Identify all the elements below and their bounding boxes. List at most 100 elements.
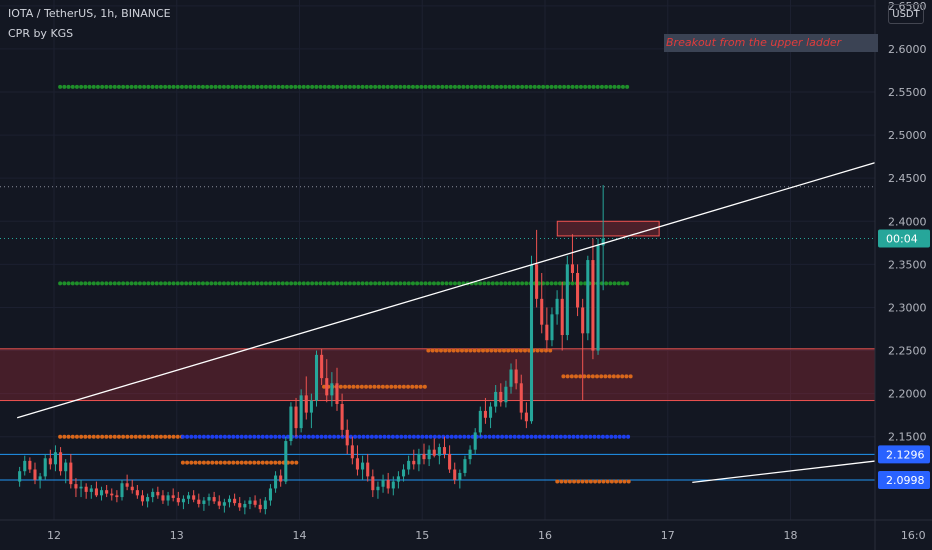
candle	[483, 397, 487, 424]
cpr-dot	[418, 384, 423, 389]
cpr-dot	[608, 281, 613, 286]
cpr-dot	[364, 84, 369, 89]
candle	[79, 479, 83, 498]
cpr-dot	[628, 374, 633, 379]
y-tick-label: 2.5500	[888, 86, 927, 99]
cpr-dot	[507, 84, 512, 89]
cpr-dot	[281, 434, 286, 439]
cpr-level-orange	[561, 374, 633, 379]
cpr-dot	[382, 434, 387, 439]
cpr-dot	[423, 84, 428, 89]
cpr-dot	[192, 84, 197, 89]
cpr-dot	[256, 460, 261, 465]
cpr-dot	[305, 281, 310, 286]
trendline	[16, 161, 875, 419]
cpr-dot	[280, 84, 285, 89]
candle-body	[274, 475, 278, 489]
cpr-dot	[583, 281, 588, 286]
cpr-dot	[597, 479, 602, 484]
candle-body	[110, 493, 114, 496]
cpr-dot	[601, 479, 606, 484]
cpr-dot	[150, 434, 155, 439]
candle-body	[202, 500, 206, 504]
candle-body	[366, 462, 370, 477]
cpr-dot	[167, 434, 172, 439]
candle-body	[427, 449, 431, 460]
cpr-dot	[79, 434, 84, 439]
cpr-dot	[146, 281, 151, 286]
y-tick-label: 2.3500	[888, 258, 927, 271]
cpr-dot	[567, 479, 572, 484]
cpr-dot	[428, 434, 433, 439]
cpr-dot	[368, 281, 373, 286]
cpr-dot	[402, 84, 407, 89]
cpr-dot	[595, 84, 600, 89]
candle-body	[596, 245, 600, 351]
cpr-dot	[108, 434, 113, 439]
candle-body	[355, 458, 359, 470]
cpr-dot	[58, 434, 63, 439]
cpr-dot	[571, 434, 576, 439]
cpr-dot	[116, 281, 121, 286]
cpr-dot	[338, 384, 343, 389]
cpr-dot	[480, 348, 485, 353]
cpr-dot	[386, 434, 391, 439]
cpr-dot	[499, 84, 504, 89]
cpr-dot	[364, 384, 369, 389]
cpr-dot	[335, 281, 340, 286]
cpr-dot	[352, 84, 357, 89]
cpr-dot	[457, 84, 462, 89]
candle-body	[448, 453, 452, 470]
cpr-dot	[604, 281, 609, 286]
x-tick-label: 16	[538, 529, 552, 542]
cpr-dot	[590, 374, 595, 379]
candle	[181, 495, 185, 510]
cpr-dot	[436, 84, 441, 89]
candle	[345, 419, 349, 454]
cpr-dot	[427, 84, 432, 89]
cpr-dot	[83, 434, 88, 439]
cpr-dot	[231, 434, 236, 439]
candle-body	[79, 486, 83, 489]
cpr-dot	[125, 281, 130, 286]
candle-body	[412, 460, 416, 465]
cpr-dot	[558, 434, 563, 439]
candle	[309, 393, 313, 429]
candle	[212, 491, 216, 504]
cpr-dot	[554, 434, 559, 439]
cpr-dot	[70, 281, 75, 286]
cpr-dot	[599, 84, 604, 89]
cpr-dot	[373, 281, 378, 286]
cpr-dot	[353, 434, 358, 439]
currency-button[interactable]: USDT	[888, 4, 924, 24]
cpr-dot	[297, 281, 302, 286]
candle-body	[89, 488, 93, 492]
candle-body	[258, 504, 262, 510]
candle-body	[105, 490, 109, 494]
cpr-dot	[625, 281, 630, 286]
cpr-dot	[234, 84, 239, 89]
cpr-dot	[415, 281, 420, 286]
cpr-dot	[179, 281, 184, 286]
cpr-dot	[197, 460, 202, 465]
cpr-dot	[154, 434, 159, 439]
cpr-dot	[314, 84, 319, 89]
candle-body	[396, 476, 400, 482]
candle-body	[524, 412, 528, 422]
candle	[519, 374, 523, 420]
cpr-dot	[478, 281, 483, 286]
cpr-dot	[504, 434, 509, 439]
candle-body	[23, 460, 27, 472]
cpr-dot	[210, 434, 215, 439]
candle-body	[535, 264, 539, 299]
candle	[187, 491, 191, 504]
cpr-dot	[489, 348, 494, 353]
cpr-dot	[230, 84, 235, 89]
cpr-dot	[434, 348, 439, 353]
cpr-dot	[273, 460, 278, 465]
cpr-dot	[398, 281, 403, 286]
candle-body	[335, 383, 339, 404]
cpr-dot	[226, 281, 231, 286]
cpr-dot	[206, 434, 211, 439]
